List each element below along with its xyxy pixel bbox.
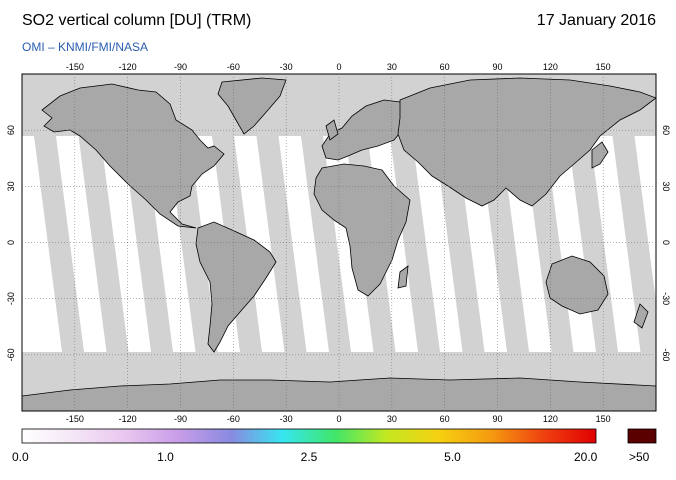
lon-tick-bottom: 30 (387, 414, 397, 424)
colorbar-over-box (627, 428, 657, 444)
graticule (22, 74, 656, 411)
orbit-gap-stripe (34, 136, 84, 352)
lon-tick-bottom: 60 (440, 414, 450, 424)
lat-tick-right: 0 (661, 240, 671, 245)
greenland (217, 77, 287, 135)
lon-tick-top: 30 (387, 62, 397, 72)
colorbar-tick-label: 2.5 (300, 450, 318, 464)
japan (591, 141, 609, 169)
colorbar-tick-label: 20.0 (574, 450, 598, 464)
new-zealand (633, 303, 649, 329)
orbit-gap-stripe (78, 136, 129, 352)
madagascar (397, 265, 409, 289)
australia (545, 255, 609, 315)
lon-tick-top: 120 (543, 62, 558, 72)
lat-tick-left: 60 (6, 125, 16, 135)
north-america (41, 83, 225, 229)
lon-tick-top: 90 (492, 62, 502, 72)
lon-tick-bottom: -30 (280, 414, 293, 424)
lon-tick-top: -90 (174, 62, 187, 72)
asia (397, 77, 656, 207)
lon-tick-bottom: -60 (227, 414, 240, 424)
south-america (195, 221, 277, 353)
colorbar-tick-label: 0.0 (12, 450, 29, 464)
orbit-gap-stripe (256, 136, 307, 352)
lon-tick-top: -150 (66, 62, 84, 72)
lon-tick-bottom: 0 (336, 414, 341, 424)
lat-tick-left: -60 (6, 348, 16, 361)
africa (313, 163, 411, 297)
lat-tick-left: 0 (6, 240, 16, 245)
lon-tick-top: -60 (227, 62, 240, 72)
lon-tick-top: -120 (119, 62, 137, 72)
lat-tick-right: -30 (661, 292, 671, 305)
lat-tick-right: 60 (661, 125, 671, 135)
lon-tick-bottom: 150 (596, 414, 611, 424)
lon-tick-bottom: 90 (492, 414, 502, 424)
lon-tick-top: 60 (440, 62, 450, 72)
lon-tick-top: -30 (280, 62, 293, 72)
lon-tick-bottom: 120 (543, 414, 558, 424)
colorbar (21, 428, 597, 444)
orbit-gap-stripe (301, 136, 351, 352)
lon-tick-top: 150 (596, 62, 611, 72)
lat-tick-right: 30 (661, 181, 671, 191)
lon-tick-bottom: -90 (174, 414, 187, 424)
orbit-gap-stripe (612, 136, 656, 352)
colorbar-tick-label: 5.0 (444, 450, 461, 464)
colorbar-over-label: >50 (629, 450, 650, 464)
lat-tick-left: 30 (6, 181, 16, 191)
lon-tick-bottom: -120 (119, 414, 137, 424)
map-title: SO2 vertical column [DU] (TRM) (22, 12, 252, 29)
lat-tick-left: -30 (6, 292, 16, 305)
data-credit: OMI – KNMI/FMI/NASA (22, 40, 149, 54)
lon-tick-bottom: -150 (66, 414, 84, 424)
orbit-gap-stripe (434, 136, 485, 352)
orbit-gap-stripe (390, 136, 440, 352)
lon-tick-top: 0 (336, 62, 341, 72)
lat-tick-right: -60 (661, 348, 671, 361)
colorbar-tick-label: 1.0 (157, 450, 174, 464)
map-date: 17 January 2016 (536, 12, 656, 29)
axis-tick-labels: -150 -150 -120 -120 -90 -90 -60 -60 -30 -30 0 0 30 30… (6, 62, 671, 424)
